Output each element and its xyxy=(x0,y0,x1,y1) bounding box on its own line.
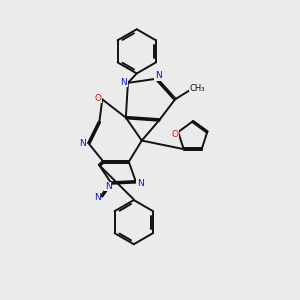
Text: N: N xyxy=(94,193,101,202)
Text: N: N xyxy=(120,78,127,87)
Text: N: N xyxy=(105,182,112,191)
Text: N: N xyxy=(80,139,86,148)
Text: O: O xyxy=(171,130,178,140)
Text: CH₃: CH₃ xyxy=(189,84,205,93)
Text: N: N xyxy=(137,179,144,188)
Text: N: N xyxy=(155,71,162,80)
Text: O: O xyxy=(94,94,101,103)
